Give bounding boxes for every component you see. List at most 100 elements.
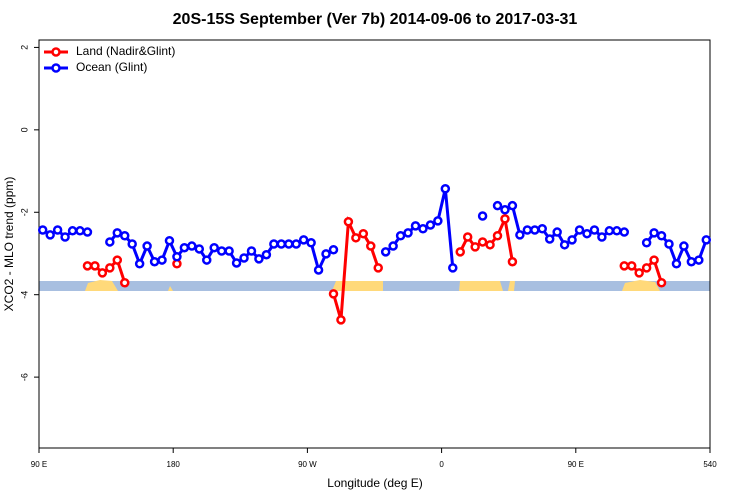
point	[492, 200, 503, 211]
point	[395, 231, 406, 241]
point	[164, 235, 175, 246]
point	[515, 230, 525, 240]
land-strip	[459, 281, 503, 291]
chart-title: 20S-15S September (Ver 7b) 2014-09-06 to…	[173, 11, 578, 28]
point	[380, 247, 391, 257]
point	[97, 268, 108, 278]
point	[552, 227, 562, 237]
point	[336, 315, 346, 325]
land-strip	[85, 280, 118, 291]
point	[448, 263, 458, 273]
point	[530, 225, 540, 235]
point	[433, 216, 443, 226]
point	[321, 249, 331, 259]
point	[485, 240, 495, 250]
y-tick-label: -2	[19, 208, 29, 216]
point	[641, 238, 652, 248]
point	[656, 231, 667, 241]
point	[492, 231, 503, 241]
point	[403, 228, 413, 238]
point	[694, 255, 704, 265]
point	[507, 256, 518, 267]
x-tick-label: 90 E	[568, 460, 584, 469]
legend-marker	[51, 63, 61, 73]
point	[686, 256, 697, 267]
point	[604, 226, 615, 236]
x-tick-label: 0	[439, 460, 444, 469]
point	[343, 216, 354, 227]
point	[522, 225, 533, 235]
point	[671, 259, 682, 269]
point	[477, 237, 488, 247]
point	[239, 253, 249, 263]
point	[634, 268, 644, 278]
x-axis-label: Longitude (deg E)	[327, 476, 422, 490]
point	[358, 228, 369, 239]
point	[37, 225, 48, 235]
point	[194, 244, 205, 254]
point	[209, 242, 219, 253]
x-tick-label: 90 E	[31, 460, 47, 469]
point	[119, 277, 130, 288]
point	[149, 256, 160, 267]
point	[455, 247, 465, 257]
point	[328, 289, 339, 299]
point	[216, 246, 227, 256]
point	[582, 228, 592, 239]
surface-strip	[39, 280, 710, 291]
point	[537, 224, 547, 234]
point	[373, 263, 383, 273]
point	[619, 261, 630, 271]
point	[328, 245, 339, 255]
point	[142, 241, 152, 251]
point	[589, 225, 600, 235]
point	[701, 235, 712, 245]
point	[276, 239, 287, 249]
point	[388, 241, 398, 251]
point	[127, 239, 137, 249]
point	[60, 232, 70, 242]
point	[172, 252, 182, 262]
point	[567, 235, 577, 245]
x-tick-label: 180	[167, 460, 181, 469]
point	[664, 239, 674, 249]
point	[351, 233, 361, 243]
point	[134, 259, 145, 269]
x-tick-label: 90 W	[298, 460, 317, 469]
point	[313, 265, 324, 275]
point	[45, 230, 55, 240]
plot-frame	[38, 39, 711, 449]
point	[641, 263, 652, 273]
point	[500, 214, 510, 224]
point	[597, 232, 607, 242]
point	[231, 258, 242, 268]
point	[52, 225, 63, 235]
point	[649, 228, 659, 238]
point	[246, 246, 257, 256]
point	[90, 261, 100, 271]
point	[619, 227, 630, 237]
point	[306, 238, 316, 248]
point	[544, 234, 555, 244]
y-tick-label: 2	[19, 45, 29, 50]
point	[254, 254, 264, 264]
point	[574, 225, 585, 235]
point	[112, 228, 123, 238]
point	[157, 255, 167, 265]
point	[440, 184, 451, 194]
point	[418, 224, 428, 234]
legend-marker	[51, 47, 61, 57]
land-strip	[622, 280, 660, 291]
point	[284, 239, 294, 249]
legend-label: Land (Nadir&Glint)	[76, 44, 175, 58]
point	[179, 242, 190, 253]
point	[67, 226, 78, 236]
land-strip	[168, 286, 173, 291]
point	[656, 277, 667, 288]
y-tick-label: -6	[19, 373, 29, 381]
point	[75, 226, 85, 236]
point	[119, 231, 130, 241]
point	[649, 255, 659, 265]
